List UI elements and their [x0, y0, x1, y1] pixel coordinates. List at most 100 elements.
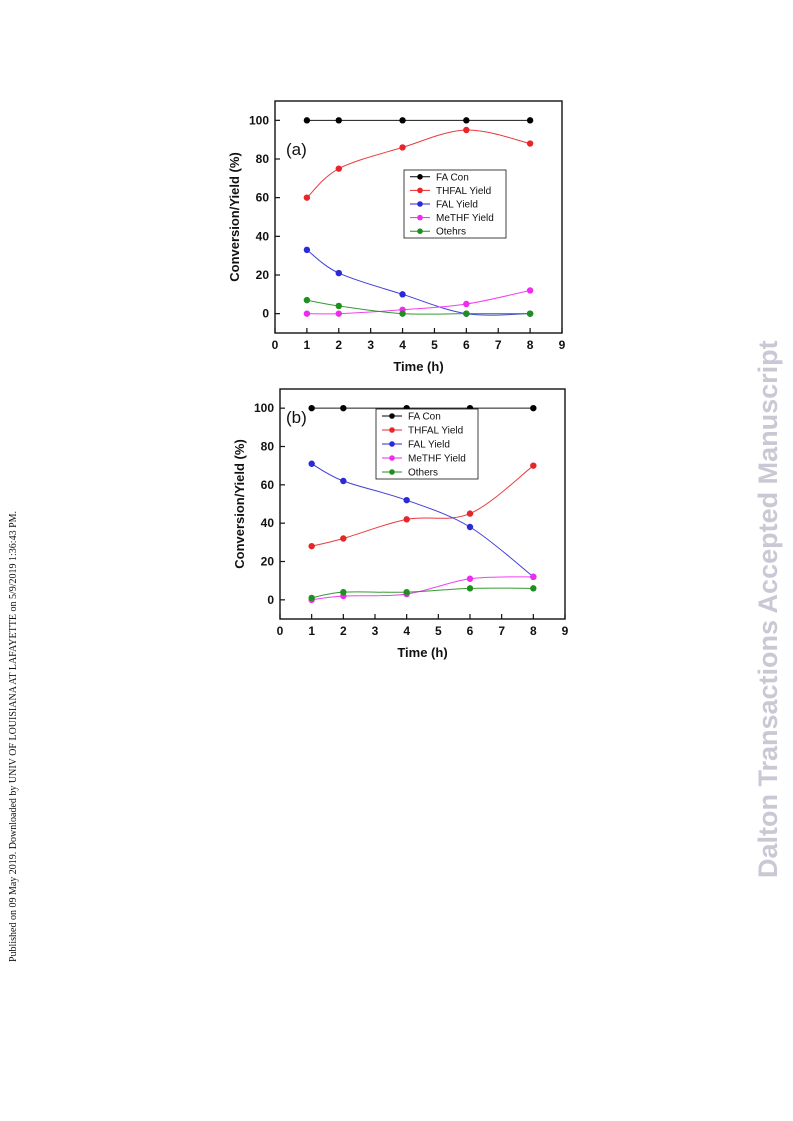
x-tick-label: 3	[367, 338, 374, 352]
data-point-others	[530, 585, 537, 592]
data-point-otehrs	[399, 310, 406, 317]
x-tick-label: 7	[495, 338, 502, 352]
y-tick-label: 60	[261, 478, 275, 492]
data-point-otehrs	[303, 296, 311, 304]
x-tick-label: 6	[467, 624, 474, 638]
x-axis-title: Time (h)	[393, 359, 443, 374]
data-point-fa-con	[399, 117, 406, 124]
x-tick-label: 9	[559, 338, 566, 352]
data-point-thfal-yield	[530, 462, 537, 469]
data-point-fal-yield	[466, 523, 474, 531]
x-tick-label: 6	[463, 338, 470, 352]
data-point-fa-con	[303, 117, 311, 124]
publication-side-note: Published on 09 May 2019. Downloaded by …	[8, 510, 19, 962]
y-tick-label: 40	[261, 516, 275, 530]
data-point-thfal-yield	[466, 510, 474, 517]
x-tick-label: 0	[277, 624, 284, 638]
data-point-thfal-yield	[403, 516, 410, 523]
legend-label-fa-con: FA Con	[436, 172, 469, 183]
x-tick-label: 2	[335, 338, 342, 352]
legend-marker-thfal-yield	[417, 187, 423, 194]
legend-marker-fa-con	[389, 413, 395, 419]
x-axis-title: Time (h)	[397, 645, 447, 660]
data-point-otehrs	[526, 310, 534, 317]
data-point-methf-yield	[463, 300, 470, 308]
data-point-fal-yield	[340, 477, 347, 485]
x-tick-label: 8	[530, 624, 537, 638]
y-axis-title: Conversion/Yield (%)	[232, 439, 247, 569]
x-tick-label: 4	[399, 338, 406, 352]
legend-label-methf-yield: MeTHF Yield	[436, 213, 494, 224]
y-tick-label: 0	[262, 307, 269, 321]
y-tick-label: 80	[256, 152, 270, 166]
x-tick-label: 1	[304, 338, 311, 352]
x-tick-label: 5	[435, 624, 442, 638]
data-point-others	[340, 588, 347, 596]
data-point-fa-con	[335, 117, 342, 124]
data-point-others	[403, 588, 410, 596]
y-tick-label: 0	[267, 593, 274, 607]
data-point-fal-yield	[403, 496, 410, 504]
legend-marker-fal-yield	[417, 201, 423, 207]
data-point-thfal-yield	[399, 144, 406, 151]
legend-label-fa-con: FA Con	[408, 412, 441, 423]
legend-label-fal-yield: FAL Yield	[436, 200, 478, 211]
data-point-methf-yield	[530, 573, 537, 581]
data-point-thfal-yield	[463, 126, 470, 134]
legend-marker-fa-con	[417, 174, 423, 180]
legend-label-thfal-yield: THFAL Yield	[436, 186, 491, 197]
data-point-fa-con	[530, 404, 537, 412]
panel-label: (a)	[286, 140, 307, 159]
y-tick-label: 40	[256, 229, 270, 243]
legend-marker-others	[389, 469, 395, 475]
x-tick-label: 5	[431, 338, 438, 352]
accepted-manuscript-watermark: Dalton Transactions Accepted Manuscript	[753, 340, 783, 878]
data-point-methf-yield	[466, 575, 474, 582]
chart-panel-b: 0 1 2 3 4 5 6 7 8 9 0 20 40 60 80 100 Time (h) Conversion…	[232, 388, 569, 660]
y-tick-label: 100	[249, 113, 269, 127]
y-tick-label: 80	[261, 440, 275, 454]
data-point-others	[308, 594, 315, 602]
y-tick-label: 20	[261, 555, 275, 569]
legend-label-otehrs: Otehrs	[436, 227, 466, 238]
legend-marker-thfal-yield	[389, 427, 395, 433]
data-point-fal-yield	[399, 291, 406, 298]
legend-label-others: Others	[408, 468, 438, 479]
legend-marker-otehrs	[417, 228, 423, 234]
x-tick-label: 7	[498, 624, 505, 638]
data-point-fal-yield	[308, 460, 315, 467]
x-tick-label: 0	[272, 338, 279, 352]
data-point-fa-con	[526, 117, 534, 124]
data-point-otehrs	[463, 310, 470, 317]
legend-label-thfal-yield: THFAL Yield	[408, 426, 463, 437]
y-tick-label: 20	[256, 268, 270, 282]
legend-marker-methf-yield	[389, 455, 395, 461]
x-tick-label: 1	[308, 624, 315, 638]
data-point-fa-con	[340, 404, 347, 412]
data-point-fal-yield	[335, 269, 342, 277]
x-tick-label: 4	[403, 624, 410, 638]
x-tick-label: 2	[340, 624, 347, 638]
panel-label: (b)	[286, 408, 307, 427]
x-tick-label: 9	[562, 624, 569, 638]
x-tick-label: 8	[527, 338, 534, 352]
data-point-thfal-yield	[340, 535, 347, 542]
data-point-thfal-yield	[335, 165, 342, 172]
data-point-thfal-yield	[303, 194, 311, 201]
x-tick-label: 3	[372, 624, 379, 638]
legend-label-methf-yield: MeTHF Yield	[408, 454, 466, 465]
legend-marker-methf-yield	[417, 214, 423, 221]
data-point-methf-yield	[303, 310, 311, 317]
data-point-thfal-yield	[526, 140, 534, 147]
y-tick-label: 100	[254, 401, 274, 415]
y-tick-label: 60	[256, 191, 270, 205]
legend-label-fal-yield: FAL Yield	[408, 440, 450, 451]
data-point-thfal-yield	[308, 542, 315, 550]
data-point-fa-con	[463, 117, 470, 124]
data-point-fa-con	[308, 404, 315, 412]
legend-marker-fal-yield	[389, 441, 395, 447]
data-point-otehrs	[335, 302, 342, 310]
data-point-methf-yield	[526, 287, 534, 294]
data-point-methf-yield	[335, 310, 342, 317]
y-axis-title: Conversion/Yield (%)	[227, 152, 242, 282]
